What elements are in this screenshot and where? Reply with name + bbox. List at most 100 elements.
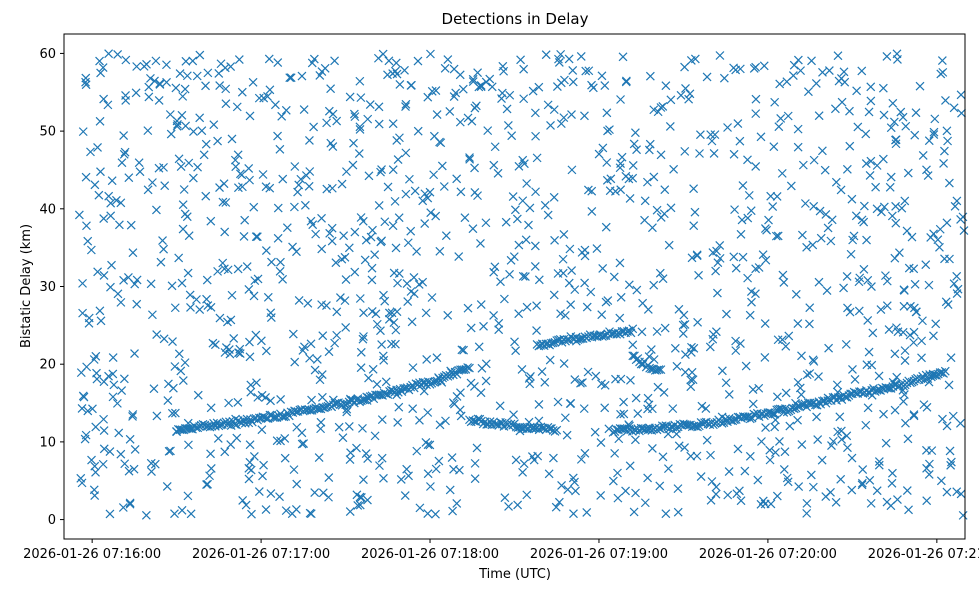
data-point	[507, 131, 517, 141]
data-point	[519, 94, 529, 104]
data-point	[715, 240, 725, 250]
data-point	[159, 244, 169, 254]
data-point	[644, 145, 654, 155]
data-point	[264, 54, 274, 64]
data-point	[702, 435, 712, 445]
data-point	[177, 278, 187, 288]
data-point	[81, 172, 91, 182]
data-point	[903, 168, 913, 178]
data-point	[672, 361, 682, 371]
data-point	[682, 420, 692, 430]
data-point	[921, 260, 931, 270]
data-point	[213, 434, 223, 443]
data-point	[221, 343, 231, 352]
data-point	[230, 155, 240, 165]
data-point	[203, 68, 213, 78]
data-point	[758, 250, 768, 260]
data-point	[522, 490, 532, 500]
data-point	[363, 114, 373, 124]
data-point	[582, 508, 592, 517]
data-point	[600, 81, 610, 90]
data-point	[524, 220, 533, 230]
data-point	[466, 323, 476, 333]
data-point	[356, 93, 366, 103]
data-point	[377, 340, 387, 349]
data-point	[391, 325, 401, 335]
data-point	[201, 81, 210, 91]
data-point	[807, 56, 816, 66]
data-point	[785, 421, 795, 431]
data-point	[235, 169, 245, 179]
data-point	[104, 371, 113, 381]
data-point	[692, 250, 702, 260]
data-point	[278, 274, 288, 284]
data-point	[820, 165, 830, 175]
data-point	[77, 478, 87, 488]
data-point	[227, 290, 237, 300]
data-point	[205, 471, 214, 481]
data-point	[170, 303, 180, 313]
data-point	[909, 264, 919, 274]
data-point	[576, 52, 586, 61]
data-point	[531, 187, 540, 197]
data-point	[531, 131, 540, 141]
data-point	[355, 500, 365, 510]
data-point	[162, 60, 171, 70]
data-point	[841, 339, 851, 349]
data-point	[330, 398, 340, 408]
data-point	[715, 51, 725, 60]
data-point	[591, 331, 600, 341]
data-point	[213, 266, 223, 276]
data-point	[324, 473, 334, 482]
data-point	[449, 92, 459, 102]
data-point	[246, 380, 256, 390]
data-point	[289, 202, 299, 212]
data-point	[772, 392, 782, 402]
data-point	[618, 52, 628, 62]
data-point	[503, 121, 513, 130]
data-point	[253, 274, 263, 284]
data-point	[655, 481, 665, 491]
data-point	[481, 376, 491, 386]
data-point	[267, 257, 276, 267]
data-point	[259, 93, 269, 103]
data-point	[805, 369, 815, 378]
data-point	[643, 305, 653, 314]
data-point	[452, 499, 462, 508]
data-point	[376, 167, 385, 177]
data-point	[318, 331, 328, 341]
data-point	[147, 310, 157, 320]
data-point	[806, 470, 816, 480]
data-point	[663, 464, 673, 474]
data-point	[387, 308, 397, 318]
data-point	[150, 76, 159, 86]
data-point	[483, 419, 493, 429]
data-point	[317, 392, 327, 402]
data-point	[91, 422, 101, 432]
data-point	[493, 168, 503, 178]
data-point	[431, 211, 441, 221]
data-point	[882, 276, 892, 286]
data-point	[956, 215, 965, 224]
data-point	[638, 424, 648, 434]
data-point	[258, 471, 267, 481]
data-point	[332, 307, 342, 317]
data-point	[591, 371, 601, 381]
data-point	[219, 264, 229, 274]
data-point	[253, 392, 263, 402]
data-point	[649, 172, 659, 182]
data-point	[78, 278, 87, 288]
data-point	[277, 412, 287, 421]
data-point	[448, 398, 458, 408]
data-point	[384, 308, 394, 318]
data-point	[909, 410, 919, 419]
data-point	[687, 253, 697, 263]
data-point	[756, 499, 766, 509]
data-point	[773, 335, 783, 345]
data-point	[766, 191, 776, 201]
data-point	[958, 510, 968, 520]
data-point	[317, 244, 327, 254]
data-point	[349, 138, 358, 148]
data-point	[483, 126, 493, 136]
data-point	[423, 193, 433, 203]
